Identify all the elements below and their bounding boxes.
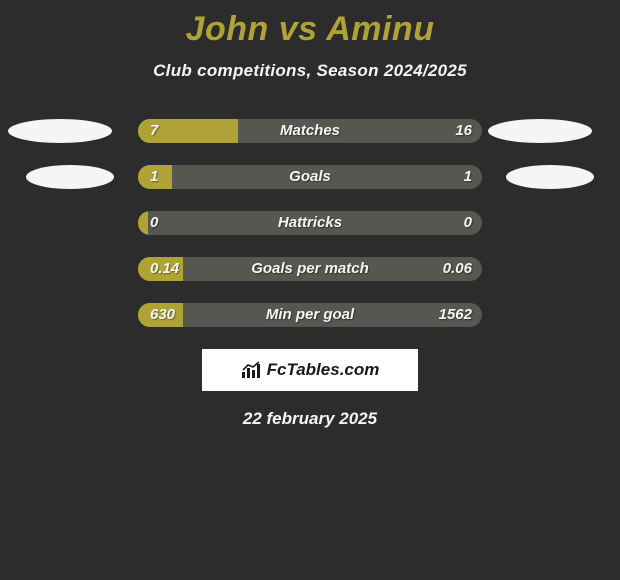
page-title: John vs Aminu	[0, 0, 620, 49]
fctables-logo[interactable]: FcTables.com	[202, 349, 418, 391]
logo-text: FcTables.com	[267, 360, 380, 380]
stat-label: Min per goal	[138, 303, 482, 327]
stat-label: Hattricks	[138, 211, 482, 235]
player-left-ellipse	[8, 119, 112, 143]
stat-row: 11Goals	[0, 165, 620, 189]
stat-label: Goals per match	[138, 257, 482, 281]
stat-row: 0.140.06Goals per match	[0, 257, 620, 281]
player-left-ellipse	[26, 165, 114, 189]
stat-row: 6301562Min per goal	[0, 303, 620, 327]
chart-icon	[241, 361, 263, 379]
stat-row: 00Hattricks	[0, 211, 620, 235]
subtitle: Club competitions, Season 2024/2025	[0, 61, 620, 81]
stats-chart: 716Matches 11Goals 00Hattricks 0.140.06Goal…	[0, 119, 620, 327]
stat-label: Goals	[138, 165, 482, 189]
comparison-card: John vs Aminu Club competitions, Season …	[0, 0, 620, 580]
player-right-ellipse	[506, 165, 594, 189]
date-label: 22 february 2025	[0, 409, 620, 429]
player-right-ellipse	[488, 119, 592, 143]
stat-label: Matches	[138, 119, 482, 143]
stat-row: 716Matches	[0, 119, 620, 143]
